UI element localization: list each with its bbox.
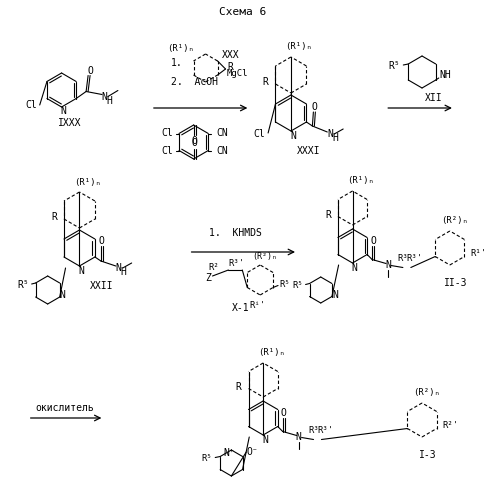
Text: I-3: I-3 [419, 450, 437, 460]
Text: MgCl: MgCl [227, 68, 248, 78]
Text: O⁻: O⁻ [246, 447, 258, 457]
Text: R¹': R¹' [470, 248, 487, 258]
Text: N: N [332, 290, 338, 300]
Text: 1.  KHMDS: 1. KHMDS [208, 228, 262, 238]
Text: N: N [327, 129, 333, 139]
Text: R³: R³ [398, 254, 408, 263]
Text: O: O [281, 408, 286, 418]
Text: R: R [51, 212, 57, 222]
Text: XII: XII [425, 93, 443, 103]
Text: N: N [61, 106, 66, 116]
Text: N⁺: N⁺ [224, 448, 235, 458]
Text: XXXI: XXXI [297, 146, 321, 156]
Text: Схема 6: Схема 6 [219, 7, 266, 17]
Text: R⁵: R⁵ [18, 280, 30, 290]
Text: R³': R³' [317, 426, 333, 435]
Text: O: O [370, 236, 376, 246]
Text: N: N [60, 290, 65, 300]
Text: R⁵: R⁵ [280, 280, 290, 289]
Text: (R¹)ₙ: (R¹)ₙ [258, 348, 285, 358]
Text: R³: R³ [308, 426, 319, 435]
Text: N: N [101, 92, 107, 102]
Text: O: O [87, 66, 93, 76]
Text: (R²)ₙ: (R²)ₙ [413, 388, 441, 398]
Text: R: R [263, 77, 268, 87]
Text: Cl: Cl [25, 100, 37, 110]
Text: 2.  AcOH: 2. AcOH [171, 77, 218, 87]
Text: Cl: Cl [161, 128, 173, 138]
Text: Cl: Cl [253, 129, 265, 139]
Text: Rⁱ': Rⁱ' [249, 300, 265, 310]
Text: H: H [332, 133, 338, 143]
Text: R²: R² [208, 264, 219, 272]
Text: N: N [296, 432, 302, 442]
Text: (R¹)ₙ: (R¹)ₙ [347, 176, 374, 186]
Text: X-1: X-1 [231, 303, 249, 313]
Text: Cl: Cl [161, 146, 173, 156]
Text: R: R [325, 210, 331, 220]
Text: O: O [311, 102, 317, 112]
Text: II-3: II-3 [444, 278, 468, 288]
Text: O: O [192, 138, 198, 148]
Text: N: N [290, 131, 296, 141]
Text: N: N [79, 266, 84, 276]
Text: H: H [121, 267, 127, 277]
Text: O: O [192, 136, 198, 146]
Text: R: R [236, 382, 242, 392]
Text: окислитель: окислитель [35, 403, 94, 413]
Text: NH: NH [440, 70, 451, 80]
Text: H: H [106, 96, 112, 106]
Text: O: O [99, 236, 105, 246]
Text: CN: CN [216, 128, 228, 138]
Text: R²': R²' [443, 420, 459, 430]
Text: XXII: XXII [89, 281, 113, 291]
Text: R⁵: R⁵ [201, 454, 212, 463]
Text: (R¹)ₙ: (R¹)ₙ [167, 44, 194, 52]
Text: N: N [116, 263, 122, 273]
Text: Z: Z [205, 273, 211, 283]
Text: CN: CN [216, 146, 228, 156]
Text: (R¹)ₙ: (R¹)ₙ [74, 178, 101, 186]
Text: R³': R³' [407, 254, 423, 263]
Text: N: N [385, 260, 391, 270]
Text: (R¹)ₙ: (R¹)ₙ [285, 42, 312, 51]
Text: N: N [262, 435, 268, 445]
Text: R⁵: R⁵ [388, 61, 400, 71]
Text: (R²)ₙ: (R²)ₙ [253, 252, 278, 262]
Text: 1.: 1. [171, 58, 183, 68]
Text: R⁵: R⁵ [292, 281, 303, 290]
Text: N: N [351, 263, 357, 273]
Text: R³': R³' [228, 258, 244, 268]
Text: R: R [227, 62, 233, 72]
Text: (R²)ₙ: (R²)ₙ [441, 216, 468, 226]
Text: XXX: XXX [222, 50, 239, 60]
Text: IXXX: IXXX [58, 118, 81, 128]
